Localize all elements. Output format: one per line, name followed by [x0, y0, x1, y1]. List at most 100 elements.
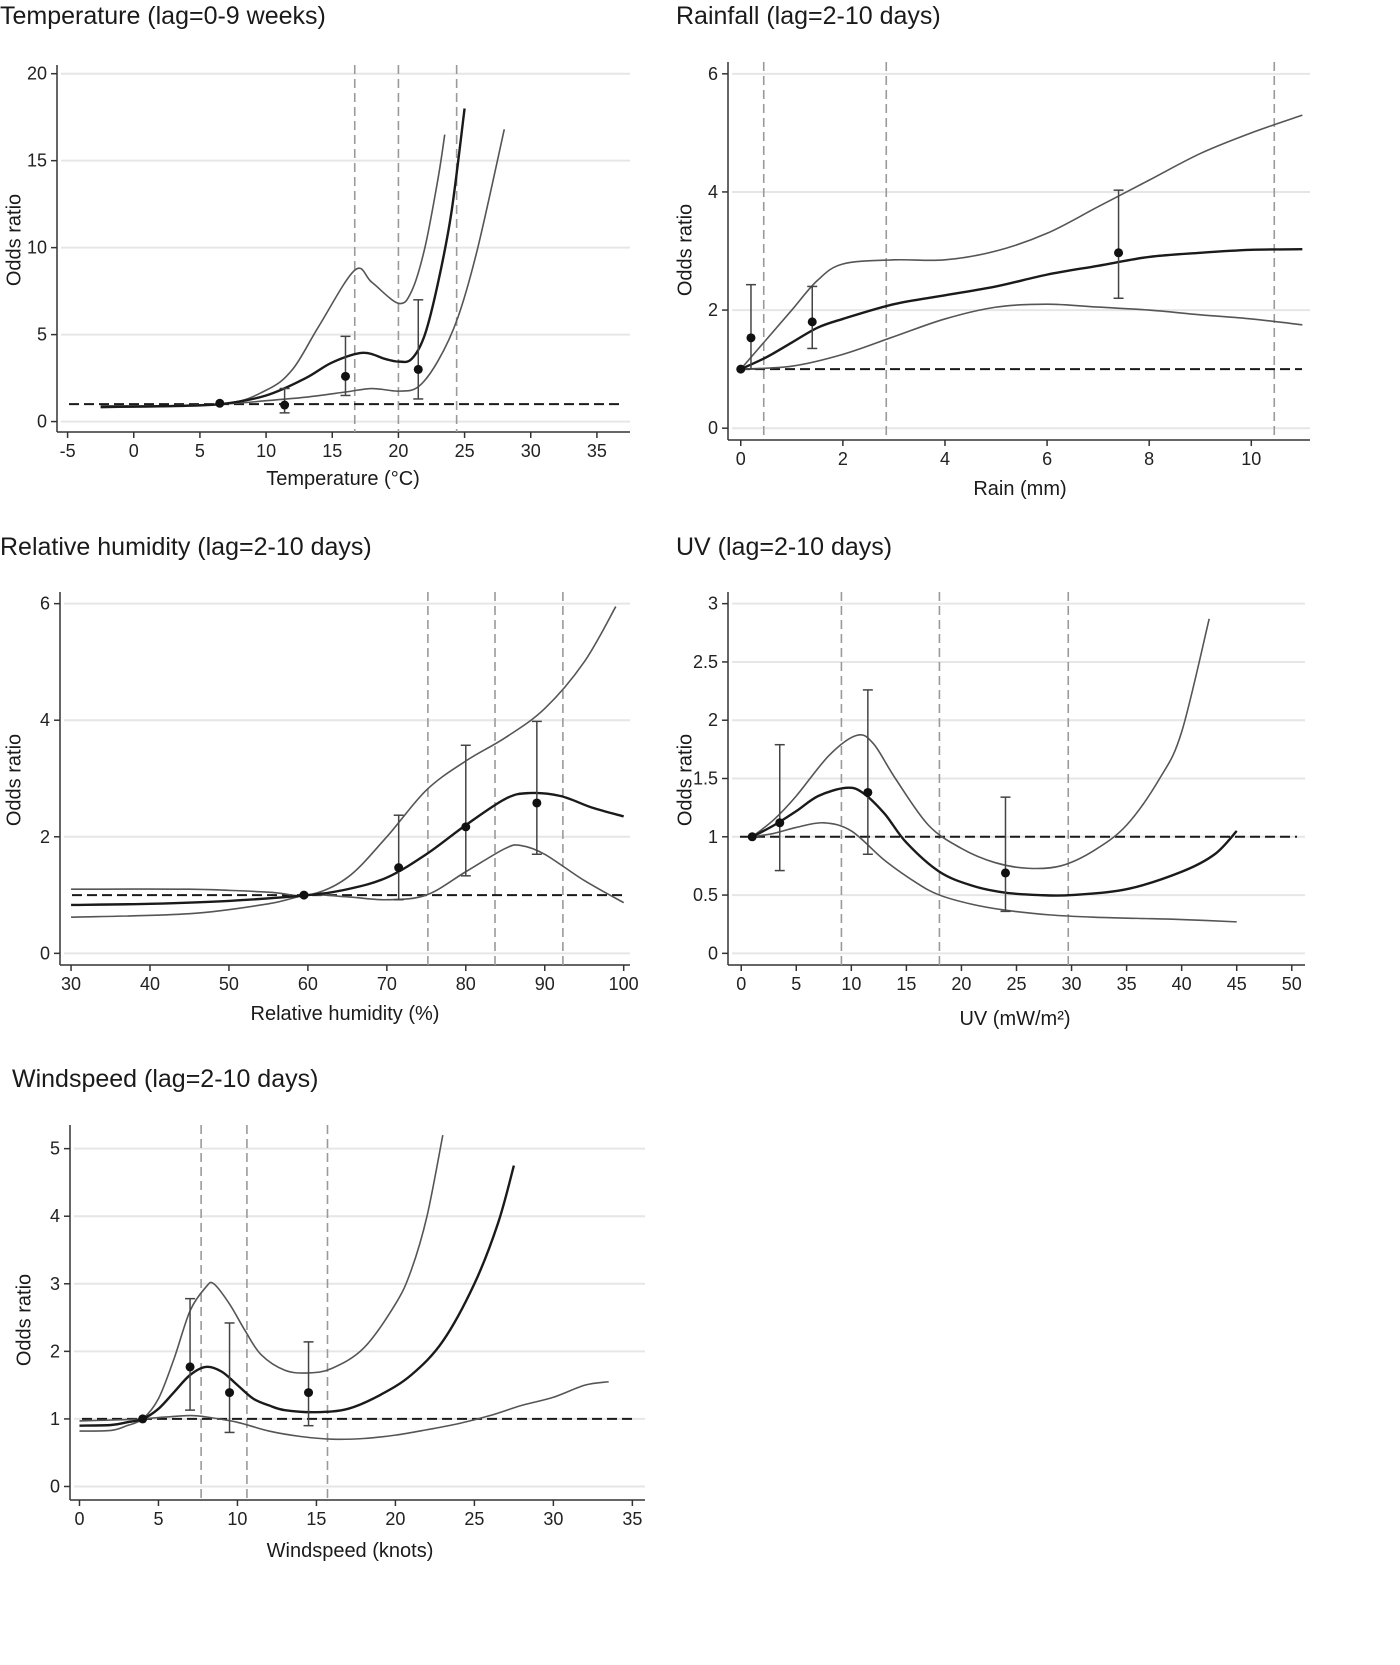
temperature-xtick-label: 20	[388, 441, 408, 461]
panel-temperature-ylabel: Odds ratio	[3, 193, 26, 287]
rainfall-ytick-label: 4	[708, 182, 718, 202]
humidity-data-point	[461, 822, 471, 832]
humidity-xtick-label: 40	[140, 974, 160, 994]
rainfall-upper-ci-line	[740, 114, 1303, 370]
windspeed-xtick-label: 5	[153, 1509, 163, 1529]
windspeed-ytick-label: 0	[50, 1476, 60, 1496]
rainfall-xtick-label: 10	[1241, 449, 1261, 469]
windspeed-ytick-label: 1	[50, 1409, 60, 1429]
rainfall-data-point	[1114, 248, 1124, 258]
panel-humidity-ylabel: Odds ratio	[3, 733, 26, 827]
humidity-estimate-line	[71, 791, 625, 907]
windspeed-ytick-label: 2	[50, 1341, 60, 1361]
temperature-data-point	[215, 398, 225, 408]
humidity-xtick-label: 30	[61, 974, 81, 994]
windspeed-ytick-label: 5	[50, 1139, 60, 1159]
humidity-ytick-label: 0	[40, 943, 50, 963]
uv-xtick-label: 40	[1172, 974, 1192, 994]
panel-windspeed-title: Windspeed (lag=2-10 days)	[12, 1065, 319, 1093]
temperature-ytick-label: 5	[37, 325, 47, 345]
temperature-ytick-label: 20	[27, 64, 47, 84]
temperature-xtick-label: 0	[129, 441, 139, 461]
windspeed-data-point	[225, 1388, 235, 1398]
temperature-xtick-label: 10	[256, 441, 276, 461]
windspeed-ytick-label: 4	[50, 1206, 60, 1226]
humidity-xtick-label: 90	[535, 974, 555, 994]
temperature-xtick-label: 15	[322, 441, 342, 461]
rainfall-ytick-label: 0	[708, 418, 718, 438]
rainfall-data-point	[746, 333, 756, 343]
panel-uv-xlabel: UV (mW/m²)	[959, 1008, 1071, 1030]
rainfall-xtick-label: 2	[838, 449, 848, 469]
uv-ytick-label: 2.5	[693, 652, 718, 672]
temperature-ytick-label: 10	[27, 238, 47, 258]
uv-data-point	[1000, 868, 1010, 878]
humidity-ytick-label: 4	[40, 710, 50, 730]
rainfall-estimate-line	[740, 248, 1303, 371]
windspeed-xtick-label: 15	[306, 1509, 326, 1529]
temperature-upper-ci-line	[100, 134, 446, 407]
panel-temperature-xlabel: Temperature (°C)	[266, 468, 420, 490]
rainfall-xtick-label: 0	[736, 449, 746, 469]
temperature-xtick-label: 25	[455, 441, 475, 461]
humidity-xtick-label: 80	[456, 974, 476, 994]
uv-xtick-label: 30	[1062, 974, 1082, 994]
uv-xtick-label: 35	[1117, 974, 1137, 994]
windspeed-xtick-label: 35	[622, 1509, 642, 1529]
humidity-xtick-label: 50	[219, 974, 239, 994]
rainfall-xtick-label: 6	[1042, 449, 1052, 469]
humidity-xtick-label: 100	[609, 974, 639, 994]
temperature-xtick-label: 30	[521, 441, 541, 461]
panel-rainfall-title: Rainfall (lag=2-10 days)	[676, 2, 941, 30]
uv-ytick-label: 0	[708, 943, 718, 963]
windspeed-lower-ci-line	[79, 1380, 609, 1441]
temperature-xtick-label: -5	[60, 441, 76, 461]
rainfall-xtick-label: 4	[940, 449, 950, 469]
temperature-ytick-label: 0	[37, 412, 47, 432]
windspeed-estimate-line	[79, 1165, 516, 1427]
temperature-estimate-line	[100, 108, 466, 408]
windspeed-ytick-label: 3	[50, 1274, 60, 1294]
rainfall-ytick-label: 6	[708, 64, 718, 84]
uv-upper-ci-line	[751, 618, 1210, 870]
uv-ytick-label: 1.5	[693, 769, 718, 789]
humidity-data-point	[394, 863, 404, 873]
humidity-ytick-label: 6	[40, 594, 50, 614]
panel-humidity-title: Relative humidity (lag=2-10 days)	[0, 533, 372, 561]
uv-xtick-label: 10	[841, 974, 861, 994]
uv-data-point	[863, 787, 873, 797]
temperature-lower-ci-line	[100, 129, 506, 409]
windspeed-xtick-label: 30	[543, 1509, 563, 1529]
uv-xtick-label: 0	[736, 974, 746, 994]
humidity-lower-ci-line	[71, 844, 625, 919]
panel-uv-title: UV (lag=2-10 days)	[676, 533, 893, 561]
uv-xtick-label: 45	[1227, 974, 1247, 994]
rainfall-xtick-label: 8	[1144, 449, 1154, 469]
windspeed-xtick-label: 20	[385, 1509, 405, 1529]
uv-xtick-label: 5	[791, 974, 801, 994]
uv-xtick-label: 15	[896, 974, 916, 994]
uv-ytick-label: 2	[708, 710, 718, 730]
humidity-upper-ci-line	[71, 606, 617, 897]
uv-xtick-label: 20	[951, 974, 971, 994]
windspeed-data-point	[138, 1414, 148, 1424]
humidity-xtick-label: 70	[377, 974, 397, 994]
windspeed-xtick-label: 0	[74, 1509, 84, 1529]
temperature-ytick-label: 15	[27, 151, 47, 171]
uv-xtick-label: 50	[1282, 974, 1302, 994]
uv-ytick-label: 3	[708, 594, 718, 614]
panel-rainfall-ylabel: Odds ratio	[674, 203, 697, 297]
uv-estimate-line	[751, 786, 1238, 897]
temperature-xtick-label: 5	[195, 441, 205, 461]
rainfall-data-point	[736, 364, 746, 374]
uv-ytick-label: 0.5	[693, 885, 718, 905]
uv-ytick-label: 1	[708, 827, 718, 847]
rainfall-data-point	[807, 317, 817, 327]
rainfall-ytick-label: 2	[708, 300, 718, 320]
temperature-data-point	[340, 371, 350, 381]
windspeed-data-point	[185, 1362, 195, 1372]
uv-data-point	[747, 832, 757, 842]
humidity-ytick-label: 2	[40, 827, 50, 847]
